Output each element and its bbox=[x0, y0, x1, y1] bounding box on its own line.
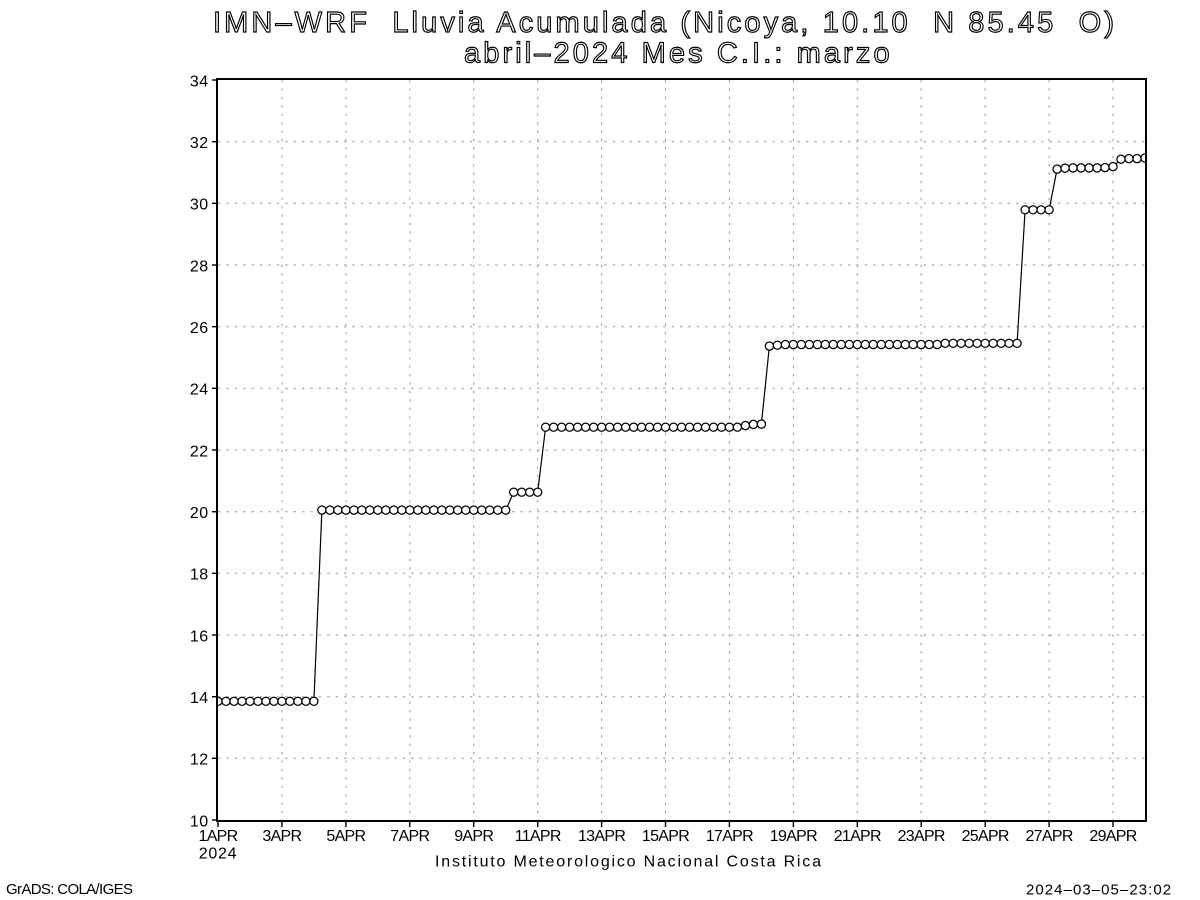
svg-text:IMN–WRF Lluvia Acumulada (Nic: IMN–WRF Lluvia Acumulada (Nicoya, 10.10 … bbox=[213, 7, 1117, 39]
svg-text:23APR: 23APR bbox=[898, 828, 945, 845]
svg-text:abril–2024 Mes C.I.: marzo: abril–2024 Mes C.I.: marzo bbox=[464, 38, 893, 70]
svg-text:15APR: 15APR bbox=[642, 828, 689, 845]
svg-text:3APR: 3APR bbox=[262, 828, 301, 845]
svg-text:5APR: 5APR bbox=[326, 828, 365, 845]
svg-text:18: 18 bbox=[190, 567, 209, 584]
svg-text:Instituto Meteorologico Nacion: Instituto Meteorologico Nacional Costa R… bbox=[435, 854, 823, 871]
svg-text:2024–03–05–23:02: 2024–03–05–23:02 bbox=[1026, 882, 1172, 899]
svg-text:34: 34 bbox=[190, 73, 209, 90]
svg-text:10: 10 bbox=[190, 813, 209, 830]
svg-text:11APR: 11APR bbox=[515, 828, 561, 845]
svg-text:28: 28 bbox=[190, 258, 209, 275]
svg-text:2024: 2024 bbox=[199, 846, 237, 863]
svg-text:13APR: 13APR bbox=[578, 828, 625, 845]
svg-text:17APR: 17APR bbox=[706, 828, 753, 845]
svg-text:20: 20 bbox=[190, 505, 209, 522]
svg-text:GrADS: COLA/IGES: GrADS: COLA/IGES bbox=[6, 881, 133, 898]
svg-text:16: 16 bbox=[190, 628, 209, 645]
svg-text:27APR: 27APR bbox=[1025, 828, 1072, 845]
svg-text:32: 32 bbox=[190, 135, 209, 152]
svg-text:25APR: 25APR bbox=[962, 828, 1009, 845]
svg-text:21APR: 21APR bbox=[834, 828, 881, 845]
svg-text:30: 30 bbox=[190, 197, 209, 214]
svg-text:12: 12 bbox=[190, 752, 209, 769]
svg-text:9APR: 9APR bbox=[454, 828, 493, 845]
svg-text:26: 26 bbox=[190, 320, 209, 337]
svg-text:24: 24 bbox=[190, 382, 209, 399]
svg-text:29APR: 29APR bbox=[1089, 828, 1136, 845]
svg-text:14: 14 bbox=[190, 690, 209, 707]
svg-text:19APR: 19APR bbox=[770, 828, 817, 845]
svg-text:22: 22 bbox=[190, 443, 209, 460]
svg-text:7APR: 7APR bbox=[390, 828, 429, 845]
svg-text:1APR: 1APR bbox=[199, 828, 238, 845]
